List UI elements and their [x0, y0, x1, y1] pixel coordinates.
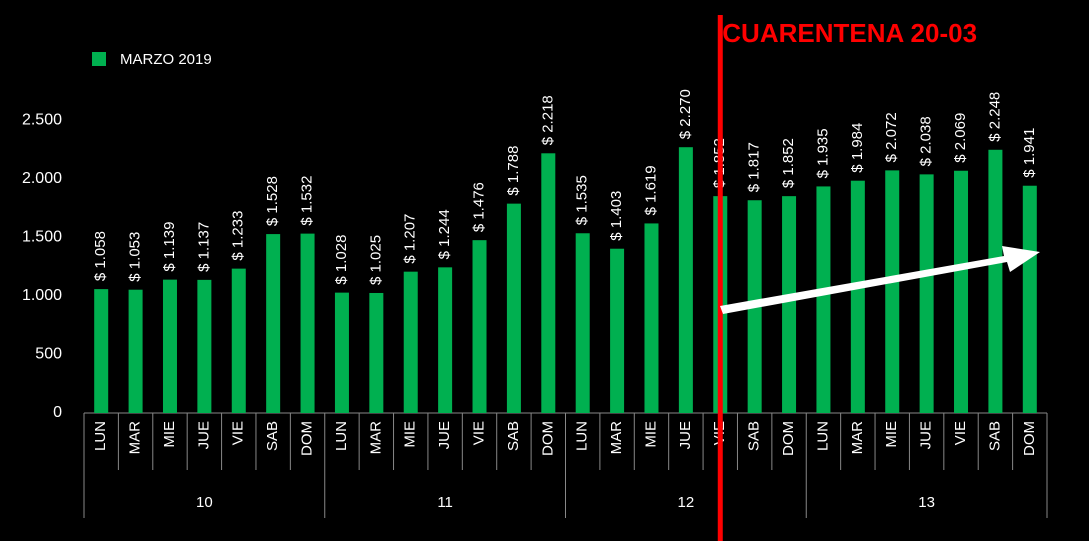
y-tick-label: 1.000	[22, 287, 62, 304]
value-label: $ 2.270	[677, 89, 694, 139]
bar	[300, 233, 315, 413]
value-label: $ 1.788	[505, 146, 522, 196]
x-tick-label: JUE	[195, 421, 212, 449]
x-tick-label: VIE	[470, 421, 487, 445]
bar	[1022, 185, 1037, 413]
value-label: $ 1.528	[264, 176, 281, 226]
bar	[782, 196, 797, 413]
y-tick-label: 0	[53, 404, 62, 421]
bar	[919, 174, 934, 413]
bar	[541, 153, 556, 413]
value-label: $ 1.028	[333, 235, 350, 285]
value-label: $ 1.053	[127, 232, 144, 282]
y-tick-label: 2.500	[22, 111, 62, 128]
value-label: $ 1.058	[92, 231, 109, 281]
x-tick-label: LUN	[333, 421, 350, 451]
group-label: 12	[678, 494, 695, 511]
x-tick-label: MIE	[642, 421, 659, 448]
value-label: $ 1.137	[195, 222, 212, 272]
bar	[678, 147, 693, 413]
value-label: $ 1.244	[436, 209, 453, 259]
bar	[885, 170, 900, 413]
bar	[231, 268, 246, 413]
bar	[162, 279, 177, 413]
value-label: $ 1.817	[746, 142, 763, 192]
x-tick-label: MIE	[883, 421, 900, 448]
bar	[403, 271, 418, 413]
bar	[94, 289, 109, 413]
x-tick-label: DOM	[1021, 421, 1038, 456]
x-tick-label: SAB	[746, 421, 763, 451]
bar	[610, 248, 625, 413]
trend-arrow	[720, 246, 1040, 314]
x-tick-label: VIE	[230, 421, 247, 445]
value-label: $ 1.233	[230, 211, 247, 261]
value-label: $ 1.532	[299, 176, 316, 226]
y-tick-label: 1.500	[22, 229, 62, 246]
x-tick-label: MAR	[849, 421, 866, 455]
bar	[334, 292, 349, 413]
value-label: $ 1.025	[367, 235, 384, 285]
x-tick-label: MIE	[402, 421, 419, 448]
x-tick-label: LUN	[92, 421, 109, 451]
legend-swatch	[92, 52, 106, 66]
bar	[266, 234, 281, 413]
y-tick-label: 500	[35, 346, 62, 363]
bar	[472, 240, 487, 413]
bar	[438, 267, 453, 413]
group-label: 11	[437, 494, 453, 511]
bar	[850, 180, 865, 413]
value-label: $ 1.852	[780, 138, 797, 188]
value-label: $ 2.072	[883, 112, 900, 162]
x-tick-label: MAR	[127, 421, 144, 455]
x-tick-label: JUE	[918, 421, 935, 449]
value-label: $ 2.248	[986, 92, 1003, 142]
legend-label: MARZO 2019	[120, 51, 212, 68]
bar	[506, 203, 521, 413]
bar	[575, 233, 590, 413]
x-tick-label: JUE	[677, 421, 694, 449]
group-label: 13	[918, 494, 935, 511]
y-tick-label: 2.000	[22, 170, 62, 187]
value-label: $ 2.218	[539, 95, 556, 145]
x-tick-label: SAB	[264, 421, 281, 451]
plot: 0 500 1.000 1.500 2.000 2.500 10 11 12 13 LUN $ 1.0…	[22, 15, 1048, 541]
value-label: $ 1.207	[402, 214, 419, 264]
x-tick-label: LUN	[814, 421, 831, 451]
x-tick-label: SAB	[986, 421, 1003, 451]
value-label: $ 1.984	[849, 123, 866, 173]
bar	[954, 170, 969, 413]
x-tick-label: SAB	[505, 421, 522, 451]
bar	[644, 223, 659, 413]
x-tick-label: MAR	[367, 421, 384, 455]
bar	[197, 279, 212, 413]
annotation-label: CUARENTENA 20-03	[722, 18, 977, 48]
value-label: $ 1.941	[1021, 128, 1038, 178]
value-label: $ 1.139	[161, 222, 178, 272]
x-tick-label: DOM	[780, 421, 797, 456]
x-tick-label: JUE	[436, 421, 453, 449]
value-label: $ 1.619	[642, 165, 659, 215]
bar	[988, 149, 1003, 413]
value-label: $ 2.069	[952, 113, 969, 163]
x-tick-label: LUN	[574, 421, 591, 451]
bar	[816, 186, 831, 413]
x-tick-label: VIE	[952, 421, 969, 445]
value-label: $ 1.403	[608, 191, 625, 241]
group-label: 10	[196, 494, 213, 511]
bar	[369, 292, 384, 413]
x-tick-label: DOM	[299, 421, 316, 456]
value-label: $ 2.038	[918, 116, 935, 166]
x-tick-label: DOM	[539, 421, 556, 456]
value-label: $ 1.476	[470, 182, 487, 232]
x-tick-label: MAR	[608, 421, 625, 455]
bar	[128, 289, 143, 413]
x-tick-label: MIE	[161, 421, 178, 448]
value-label: $ 1.935	[814, 128, 831, 178]
value-label: $ 1.535	[574, 175, 591, 225]
